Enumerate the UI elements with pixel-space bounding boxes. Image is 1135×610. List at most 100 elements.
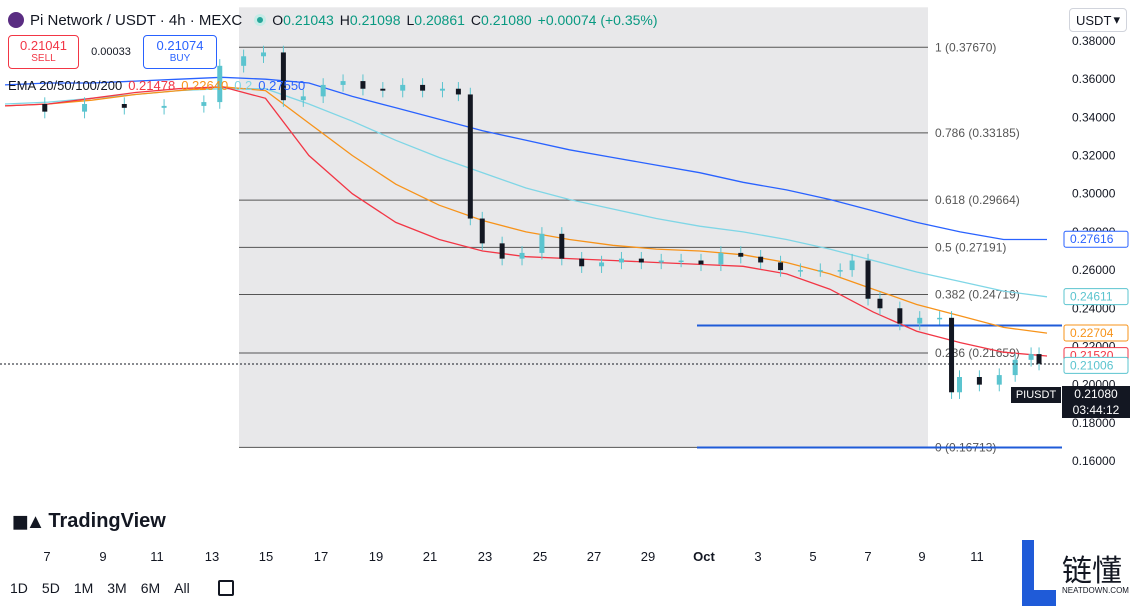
last-price-tag: 0.21080 03:44:12 bbox=[1062, 386, 1130, 418]
x-tick-label: 23 bbox=[478, 549, 492, 564]
candle-body bbox=[949, 317, 955, 393]
candle-body bbox=[897, 308, 903, 324]
x-tick-label: 9 bbox=[99, 549, 106, 564]
y-tick-label: 0.30000 bbox=[1072, 187, 1116, 201]
y-tick-label: 0.18000 bbox=[1072, 416, 1116, 430]
tradingview-logo[interactable]: ◼▲ TradingView bbox=[12, 510, 166, 533]
candle-body bbox=[42, 104, 48, 112]
y-tick-label: 0.36000 bbox=[1072, 72, 1116, 86]
candle-body bbox=[976, 377, 982, 385]
buy-button[interactable]: 0.21074 BUY bbox=[143, 35, 217, 69]
y-tick-label: 0.38000 bbox=[1072, 34, 1116, 48]
ema-lines bbox=[4, 76, 1048, 357]
fib-label: 0.5 (0.27191) bbox=[935, 240, 1006, 254]
candle-body bbox=[957, 377, 963, 393]
timeframe-6m[interactable]: 6M bbox=[140, 580, 161, 596]
candle-body bbox=[837, 270, 843, 272]
x-tick-label: 7 bbox=[43, 549, 50, 564]
candle-body bbox=[320, 84, 326, 97]
price-label bbox=[1063, 230, 1129, 248]
sell-button[interactable]: 0.21041 SELL bbox=[8, 35, 79, 69]
candle-body bbox=[479, 218, 485, 244]
x-tick-label: 25 bbox=[533, 549, 547, 564]
watermark-logo-icon bbox=[1022, 540, 1056, 606]
symbol-price-tag: PIUSDT bbox=[1011, 387, 1061, 403]
neatdown-watermark: 链懂 NEATDOWN.COM bbox=[1022, 540, 1132, 606]
candle-body bbox=[937, 317, 943, 320]
x-tick-label: Oct bbox=[693, 549, 715, 564]
candle-body bbox=[380, 88, 386, 91]
candle-body bbox=[877, 298, 883, 309]
x-tick-label: 17 bbox=[314, 549, 328, 564]
candle-body bbox=[455, 88, 461, 95]
timeframe-3m[interactable]: 3M bbox=[107, 580, 127, 596]
candle-body bbox=[778, 262, 784, 271]
price-label bbox=[1063, 324, 1129, 342]
timeframe-1m[interactable]: 1M bbox=[73, 580, 94, 596]
currency-select[interactable]: USDT ▾ bbox=[1069, 8, 1127, 32]
candle-body bbox=[82, 104, 88, 112]
x-tick-label: 21 bbox=[423, 549, 437, 564]
candle-body bbox=[121, 104, 127, 108]
candle-body bbox=[599, 262, 605, 267]
ema50-line bbox=[4, 86, 1048, 334]
calendar-icon[interactable] bbox=[217, 580, 234, 596]
candle-body bbox=[340, 81, 346, 85]
price-label-text: 0.24611 bbox=[1070, 290, 1113, 304]
price-label-text: 0.22704 bbox=[1070, 326, 1114, 340]
candle-body bbox=[539, 233, 545, 253]
x-tick-label: 29 bbox=[641, 549, 655, 564]
candle-body bbox=[758, 256, 764, 263]
ema-legend[interactable]: EMA 20/50/100/200 0.21478 0.22640 0.2 0.… bbox=[8, 78, 306, 93]
y-tick-label: 0.16000 bbox=[1072, 454, 1116, 468]
candle-body bbox=[797, 270, 803, 272]
x-tick-label: 3 bbox=[754, 549, 761, 564]
price-label bbox=[1063, 356, 1129, 374]
fibonacci-levels: 1 (0.37670) 0.786 (0.33185) 0.618 (0.29664… bbox=[239, 40, 1020, 454]
symbol-title[interactable]: Pi Network / USDT · 4h · MEXC bbox=[30, 11, 243, 29]
timeframe-1d[interactable]: 1D bbox=[10, 580, 28, 596]
candle-body bbox=[467, 94, 473, 219]
y-tick-label: 0.26000 bbox=[1072, 263, 1116, 277]
candle-body bbox=[217, 65, 223, 103]
price-label bbox=[1063, 288, 1129, 306]
candle-body bbox=[698, 260, 704, 265]
candle-body bbox=[559, 233, 565, 259]
timeframe-5d[interactable]: 5D bbox=[41, 580, 60, 596]
candle-body bbox=[519, 252, 525, 259]
ema20-line bbox=[4, 86, 1048, 357]
candle-body bbox=[849, 260, 855, 271]
fib-label: 1 (0.37670) bbox=[935, 40, 996, 54]
x-tick-label: 7 bbox=[864, 549, 871, 564]
candle-body bbox=[201, 102, 207, 106]
x-tick-label: 11 bbox=[970, 549, 984, 564]
price-label-text: 0.27616 bbox=[1070, 232, 1114, 246]
candle-body bbox=[161, 105, 167, 108]
candle-body bbox=[718, 252, 724, 265]
fibonacci-shaded-zone bbox=[239, 7, 928, 448]
candle-body bbox=[817, 270, 823, 272]
candle-body bbox=[1012, 359, 1018, 376]
tradingview-mark-icon: ◼▲ bbox=[12, 511, 45, 533]
candle-body bbox=[579, 258, 585, 267]
x-tick-label: 13 bbox=[205, 549, 219, 564]
fib-label: 0.786 (0.33185) bbox=[935, 126, 1020, 140]
candle-body bbox=[865, 260, 871, 299]
candle-body bbox=[917, 317, 923, 324]
chevron-down-icon: ▾ bbox=[1113, 12, 1120, 27]
candle-body bbox=[400, 84, 406, 91]
candle-body bbox=[1028, 354, 1034, 360]
timeframe-bar: 1D 5D 1M 3M 6M All bbox=[10, 580, 234, 596]
candle-body bbox=[261, 52, 267, 57]
candle-body bbox=[300, 96, 306, 101]
candle-body bbox=[1036, 354, 1042, 364]
candle-body bbox=[638, 258, 644, 263]
candle-body bbox=[360, 81, 366, 89]
fib-label: 0.236 (0.21659) bbox=[935, 346, 1020, 360]
timeframe-all[interactable]: All bbox=[174, 580, 190, 596]
candle-body bbox=[678, 260, 684, 263]
candle-body bbox=[420, 84, 426, 91]
price-label-text: 0.21006 bbox=[1070, 358, 1114, 372]
